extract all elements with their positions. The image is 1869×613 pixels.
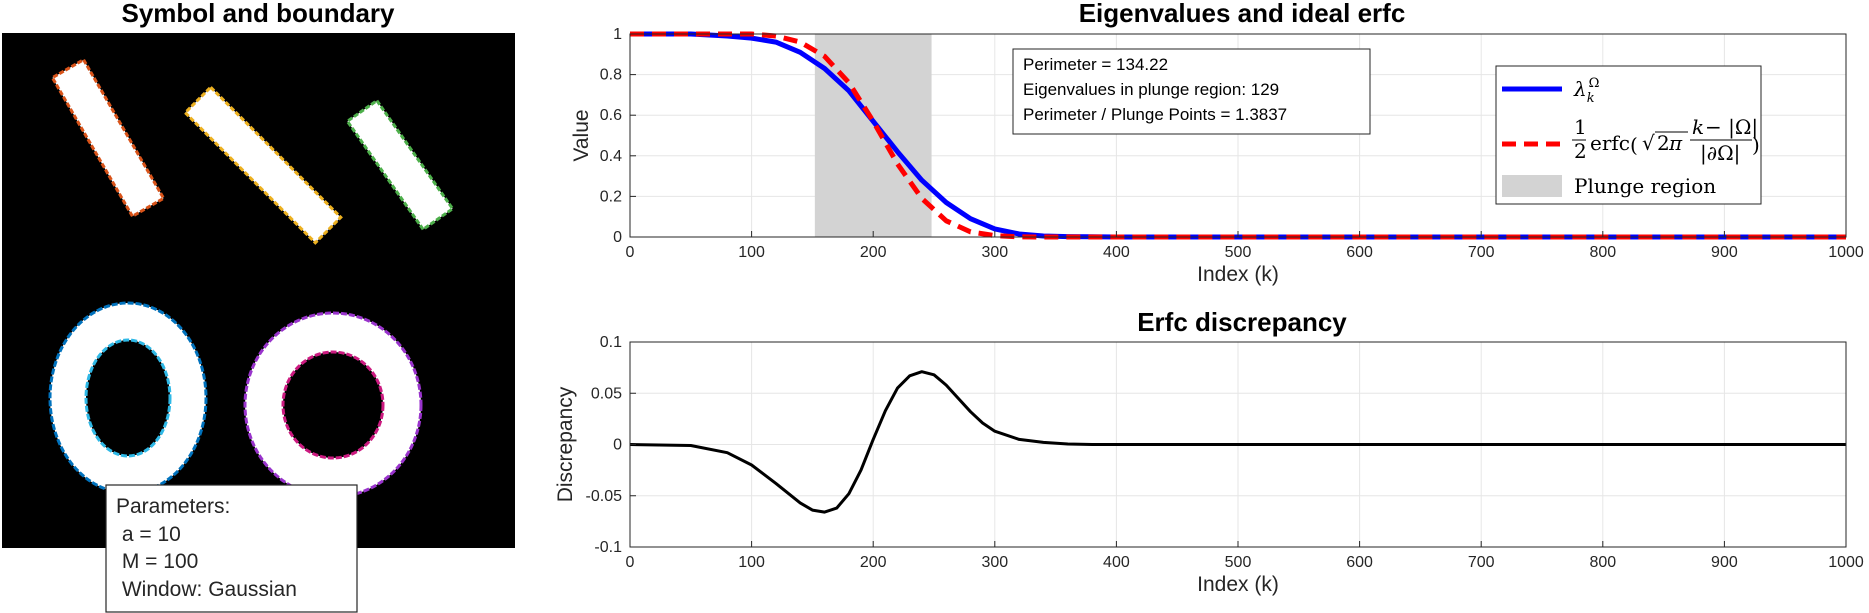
svg-text:|∂Ω|: |∂Ω| xyxy=(1700,141,1740,166)
chart-bottom-series xyxy=(629,370,1846,514)
x-tick-label: 400 xyxy=(1103,244,1130,261)
svg-text:erfc: erfc xyxy=(1590,131,1630,155)
y-tick-label: 0 xyxy=(613,229,622,246)
svg-text:2: 2 xyxy=(1657,131,1670,155)
annotation-line-1: Perimeter = 134.22 xyxy=(1023,55,1168,74)
shape-ring-purple xyxy=(243,311,423,499)
chart-top-x-ticks: 0 100 200 300 400 500 600 700 800 900 1000 xyxy=(626,231,1864,261)
svg-text:√: √ xyxy=(1642,131,1655,155)
legend-label-plunge: Plunge region xyxy=(1574,174,1716,198)
y-tick-label: 0.4 xyxy=(600,148,622,165)
chart-top-x-label: Index (k) xyxy=(1197,263,1279,286)
x-tick-label: 100 xyxy=(738,244,765,261)
y-tick-label: 1 xyxy=(613,26,622,43)
params-line-4: Window: Gaussian xyxy=(116,578,297,601)
x-tick-label: 200 xyxy=(860,244,887,261)
x-tick-label: 500 xyxy=(1225,244,1252,261)
x-tick-label: 900 xyxy=(1711,554,1738,571)
y-tick-label: 0.2 xyxy=(600,188,622,205)
chart-bottom-x-label: Index (k) xyxy=(1197,573,1279,596)
legend-swatch-plunge xyxy=(1502,175,1562,197)
chart-bottom-x-ticks: 0 100 200 300 400 500 600 700 800 900 1000 xyxy=(626,541,1864,571)
svg-text:1: 1 xyxy=(1574,115,1587,139)
y-tick-label: 0 xyxy=(613,437,622,454)
svg-text:k: k xyxy=(1692,115,1704,139)
y-tick-label: -0.05 xyxy=(586,488,623,505)
chart-bottom-y-label: Discrepancy xyxy=(554,386,577,502)
x-tick-label: 800 xyxy=(1589,554,1616,571)
params-line-2: a = 10 xyxy=(116,523,181,546)
x-tick-label: 1000 xyxy=(1828,244,1864,261)
x-tick-label: 700 xyxy=(1468,554,1495,571)
x-tick-label: 600 xyxy=(1346,244,1373,261)
chart-top-y-label: Value xyxy=(570,109,593,161)
svg-text:π: π xyxy=(1668,131,1683,155)
svg-text:2: 2 xyxy=(1574,139,1587,163)
x-tick-label: 0 xyxy=(626,554,635,571)
svg-text:(: ( xyxy=(1630,133,1638,157)
chart-bottom-title: Erfc discrepancy xyxy=(1137,307,1347,337)
plunge-region-shade xyxy=(814,34,932,237)
x-tick-label: 0 xyxy=(626,244,635,261)
parameters-box: Parameters: a = 10 M = 100 Window: Gauss… xyxy=(105,484,358,613)
series-line-1 xyxy=(629,370,1846,514)
shape-bar-green xyxy=(345,98,455,232)
x-tick-label: 800 xyxy=(1589,244,1616,261)
legend-label-erfc: 1 2 erfc ( √ 2 π k − |Ω| |∂Ω| ) xyxy=(1572,115,1760,166)
plunge-annotation-box: Perimeter = 134.22 Eigenvalues in plunge… xyxy=(1012,48,1371,135)
x-tick-label: 300 xyxy=(981,244,1008,261)
svg-text:− |Ω|: − |Ω| xyxy=(1705,115,1758,140)
annotation-line-3: Perimeter / Plunge Points = 1.3837 xyxy=(1023,105,1287,124)
left-panel-title: Symbol and boundary xyxy=(121,0,395,28)
x-tick-label: 900 xyxy=(1711,244,1738,261)
x-tick-label: 500 xyxy=(1225,554,1252,571)
shape-ring-blue xyxy=(48,301,208,495)
params-line-3: M = 100 xyxy=(116,550,198,573)
x-tick-label: 400 xyxy=(1103,554,1130,571)
y-tick-label: 0.1 xyxy=(600,334,622,351)
x-tick-label: 200 xyxy=(860,554,887,571)
chart-top-title: Eigenvalues and ideal erfc xyxy=(1079,0,1406,28)
chart-top-y-ticks: 0 0.2 0.4 0.6 0.8 1 xyxy=(600,26,636,246)
shape-bar-orange xyxy=(50,57,166,219)
params-line-1: Parameters: xyxy=(116,495,230,518)
eigenvalues-chart: Eigenvalues and ideal erfc 0 100 200 300 400… xyxy=(570,0,1864,286)
chart-top-legend: λkΩ 1 2 erfc ( √ 2 π k − |Ω| |∂Ω| ) Plun… xyxy=(1495,65,1762,205)
x-tick-label: 300 xyxy=(981,554,1008,571)
x-tick-label: 100 xyxy=(738,554,765,571)
y-tick-label: -0.1 xyxy=(594,539,622,556)
y-tick-label: 0.05 xyxy=(591,385,622,402)
legend-label-eigenvalues: λkΩ xyxy=(1573,76,1599,106)
annotation-line-2: Eigenvalues in plunge region: 129 xyxy=(1023,80,1279,99)
x-tick-label: 600 xyxy=(1346,554,1373,571)
y-tick-label: 0.8 xyxy=(600,67,622,84)
boundary-shapes xyxy=(48,57,455,499)
shape-bar-yellow xyxy=(183,85,343,245)
svg-text:): ) xyxy=(1752,133,1760,157)
x-tick-label: 1000 xyxy=(1828,554,1864,571)
discrepancy-chart: Erfc discrepancy 0 100 200 300 400 500 600 700 8… xyxy=(554,307,1864,596)
chart-bottom-y-ticks: -0.1 -0.05 0 0.05 0.1 xyxy=(586,334,636,556)
x-tick-label: 700 xyxy=(1468,244,1495,261)
y-tick-label: 0.6 xyxy=(600,107,622,124)
